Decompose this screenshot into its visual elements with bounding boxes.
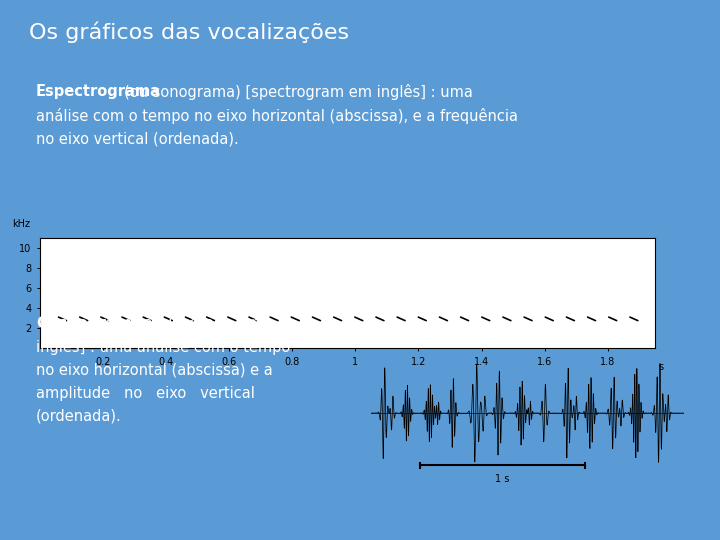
Text: Os gráficos das vocalizações: Os gráficos das vocalizações xyxy=(29,22,349,43)
Text: Espectrograma: Espectrograma xyxy=(36,84,161,99)
Text: (ou sonograma) [spectrogram em inglês] : uma: (ou sonograma) [spectrogram em inglês] :… xyxy=(124,84,473,100)
Text: Oscilograma: Oscilograma xyxy=(36,316,143,331)
Text: inglês] : uma análise com o tempo: inglês] : uma análise com o tempo xyxy=(36,339,290,355)
Text: s: s xyxy=(658,362,663,372)
Text: (ordenada).: (ordenada). xyxy=(36,409,122,424)
Text: kHz: kHz xyxy=(12,219,30,229)
Text: [oscillogram   em: [oscillogram em xyxy=(124,316,265,331)
Text: amplitude   no   eixo   vertical: amplitude no eixo vertical xyxy=(36,386,255,401)
Text: no eixo horizontal (abscissa) e a: no eixo horizontal (abscissa) e a xyxy=(36,362,273,377)
Text: no eixo vertical (ordenada).: no eixo vertical (ordenada). xyxy=(36,131,239,146)
Text: 1 s: 1 s xyxy=(495,474,510,484)
Text: análise com o tempo no eixo horizontal (abscissa), e a frequência: análise com o tempo no eixo horizontal (… xyxy=(36,108,518,124)
